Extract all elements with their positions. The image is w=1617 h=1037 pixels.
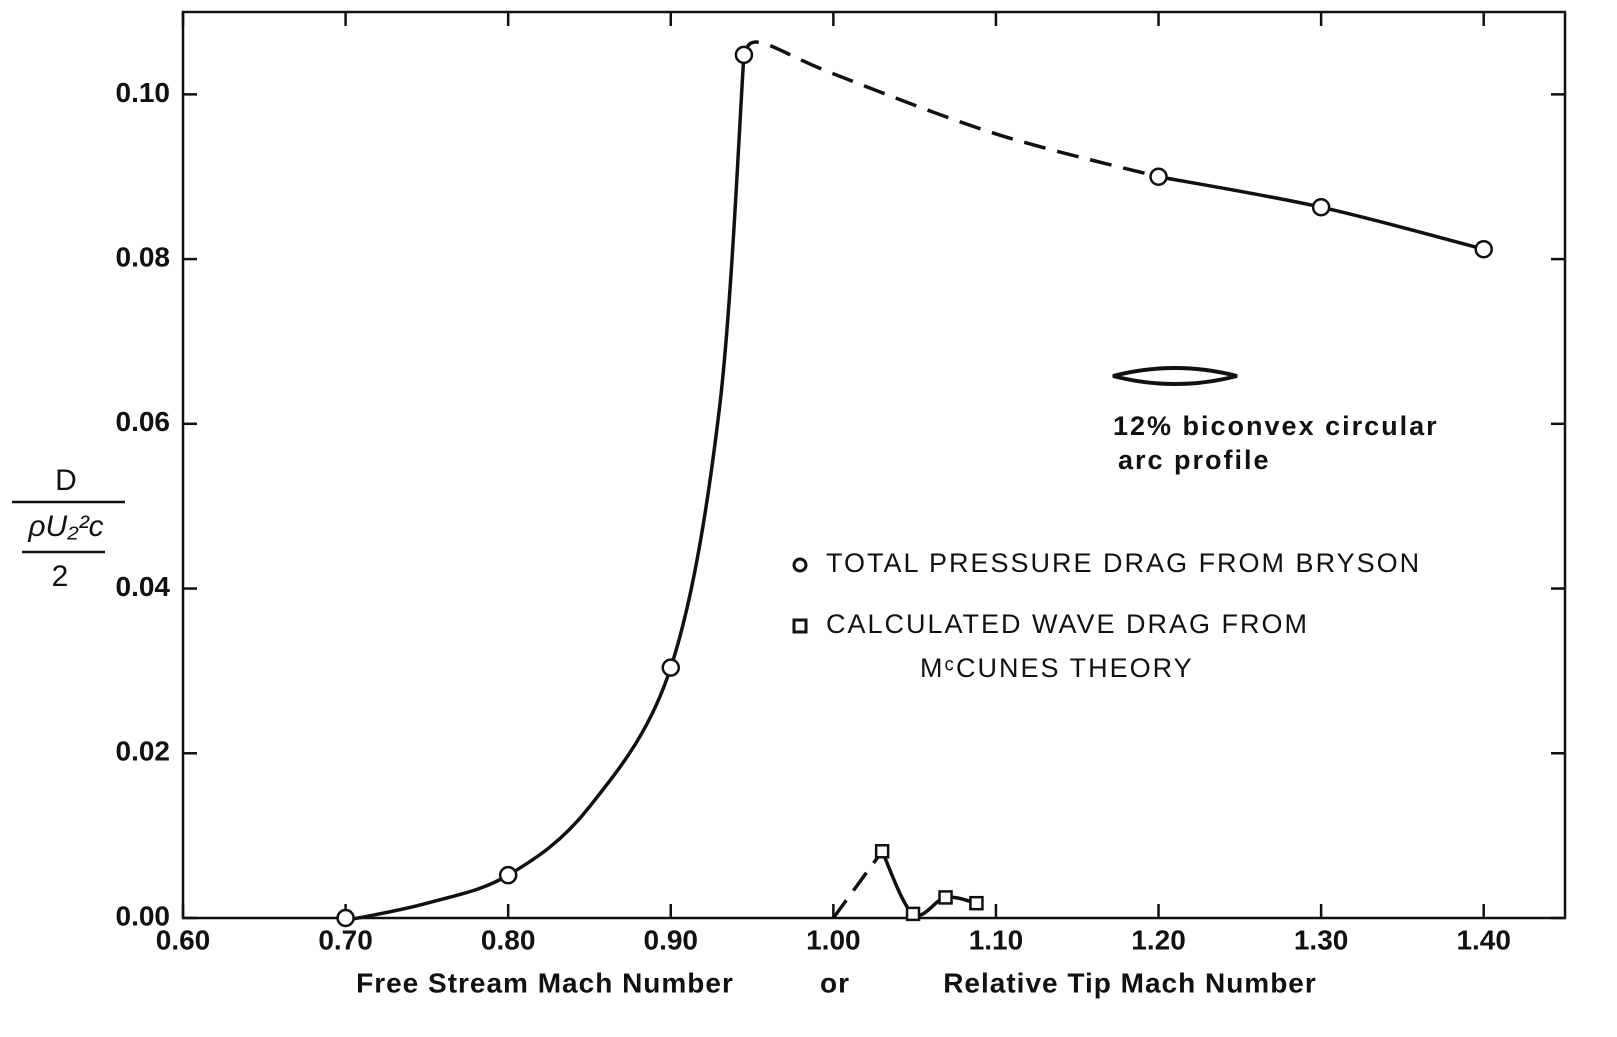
data-point	[498, 865, 518, 885]
y-tick-label: 0.10	[116, 77, 171, 108]
x-tick-label: 0.80	[481, 924, 536, 955]
x-label: Free Stream Mach Number	[356, 967, 734, 998]
x-tick-label: 0.60	[156, 924, 211, 955]
x-label: Relative Tip Mach Number	[943, 967, 1317, 998]
faired-curve	[831, 850, 884, 920]
y-label-numerator: D	[55, 464, 77, 497]
data-point	[1149, 167, 1168, 186]
faired-curve	[742, 40, 1159, 179]
y-tick-label: 0.00	[116, 900, 171, 931]
x-tick-label: 1.30	[1294, 924, 1349, 955]
data-point	[874, 844, 890, 859]
x-label: or	[820, 967, 850, 998]
legend-label: TOTAL PRESSURE DRAG FROM BRYSON	[826, 548, 1421, 578]
x-tick-label: 0.70	[318, 924, 373, 955]
data-point	[938, 890, 953, 905]
x-tick-label: 1.40	[1456, 924, 1511, 955]
x-tick-label: 0.90	[644, 924, 699, 955]
y-tick-label: 0.06	[116, 406, 171, 437]
y-tick-label: 0.04	[116, 571, 171, 602]
legend-label: CALCULATED WAVE DRAG FROM	[826, 609, 1309, 639]
x-tick-label: 1.10	[969, 924, 1024, 955]
y-label-middle: ρU₂²c	[27, 510, 103, 543]
data-point	[1311, 197, 1331, 217]
x-tick-label: 1.20	[1131, 924, 1186, 955]
faired-curve	[345, 54, 746, 923]
data-point	[969, 895, 984, 911]
data-point	[336, 908, 355, 928]
data-point	[1474, 239, 1493, 259]
data-point	[905, 906, 921, 922]
data-point	[734, 45, 754, 65]
y-label-denominator: 2	[52, 560, 69, 593]
legend-marker	[792, 618, 808, 634]
faired-curve	[880, 850, 977, 918]
plot-frame	[181, 10, 1567, 920]
airfoil-profile	[1112, 366, 1238, 386]
data-point	[661, 658, 681, 677]
legend-marker	[792, 557, 808, 573]
y-tick-label: 0.02	[116, 736, 171, 767]
y-tick-label: 0.08	[116, 241, 171, 272]
annotation: 12% biconvex circular	[1113, 411, 1439, 441]
x-tick-label: 1.00	[806, 924, 861, 955]
annotation: arc profile	[1118, 445, 1271, 475]
legend-label: MᶜCUNES THEORY	[920, 653, 1194, 683]
